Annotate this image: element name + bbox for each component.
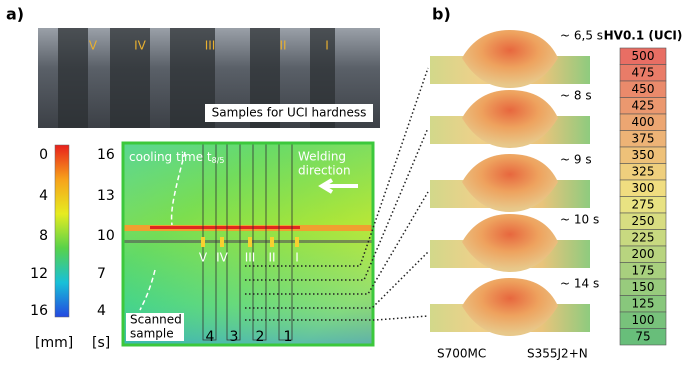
photo-numeral: II bbox=[279, 39, 286, 53]
material-label: S355J2+N bbox=[527, 347, 588, 361]
welding-label: Welding bbox=[298, 150, 346, 164]
sample-number: 3 bbox=[230, 329, 239, 345]
mm-tick: 0 bbox=[39, 147, 48, 163]
time-tick: 16 bbox=[97, 147, 115, 163]
cooling-time: ~ 8 s bbox=[560, 89, 592, 103]
scale-value: 475 bbox=[632, 65, 655, 79]
cooling-label-text: cooling time t bbox=[129, 150, 212, 164]
scale-title: HV0.1 (UCI) bbox=[604, 29, 682, 43]
scale-value: 175 bbox=[632, 263, 655, 277]
map-numeral: III bbox=[245, 251, 256, 265]
colorbar bbox=[55, 145, 69, 317]
map-numeral: I bbox=[295, 251, 299, 265]
scale-value: 450 bbox=[632, 82, 655, 96]
scale-value: 250 bbox=[632, 214, 655, 228]
sample-number: 1 bbox=[284, 329, 293, 345]
sample-marker bbox=[295, 237, 299, 247]
cooling-label: cooling time t8/5 bbox=[129, 150, 225, 165]
scale-value: 500 bbox=[632, 49, 655, 63]
welding-label: direction bbox=[298, 164, 351, 178]
cooling-time: ~ 14 s bbox=[560, 277, 599, 291]
cooling-time: ~ 10 s bbox=[560, 213, 599, 227]
scale-value: 425 bbox=[632, 98, 655, 112]
sample-marker bbox=[270, 237, 274, 247]
mm-tick: 8 bbox=[39, 228, 48, 244]
sample-marker bbox=[220, 237, 224, 247]
mm-tick: 4 bbox=[39, 188, 48, 204]
time-tick: 4 bbox=[97, 303, 106, 319]
cooling-time: ~ 9 s bbox=[560, 153, 592, 167]
sample-marker bbox=[248, 237, 252, 247]
time-tick: 13 bbox=[97, 188, 115, 204]
photo-numeral: V bbox=[89, 39, 98, 53]
panel-label: b) bbox=[432, 5, 451, 24]
map-numeral: V bbox=[199, 251, 208, 265]
panel-label: a) bbox=[6, 5, 24, 24]
scale-value: 375 bbox=[632, 131, 655, 145]
weld-line-hot bbox=[150, 226, 300, 229]
scanned-label: sample bbox=[130, 327, 174, 341]
scale-value: 125 bbox=[632, 296, 655, 310]
scale-value: 150 bbox=[632, 280, 655, 294]
mm-tick: 12 bbox=[30, 266, 48, 282]
figure: a) b) Samples for UCI hardness [mm] [s] … bbox=[0, 0, 682, 363]
scanned-label: Scanned bbox=[130, 313, 182, 327]
photo-numeral: IV bbox=[134, 39, 147, 53]
unit-label: [mm] bbox=[35, 335, 73, 351]
sample-marker bbox=[201, 237, 205, 247]
scale-value: 350 bbox=[632, 148, 655, 162]
material-label: S700MC bbox=[437, 347, 486, 361]
scale-value: 225 bbox=[632, 230, 655, 244]
map-numeral: II bbox=[268, 251, 275, 265]
scale-value: 275 bbox=[632, 197, 655, 211]
time-tick: 7 bbox=[97, 266, 106, 282]
photo-sample bbox=[58, 28, 88, 128]
scale-value: 325 bbox=[632, 164, 655, 178]
mm-tick: 16 bbox=[30, 303, 48, 319]
photo-numeral: III bbox=[205, 39, 216, 53]
photo-numeral: I bbox=[325, 39, 329, 53]
sample-number: 2 bbox=[256, 329, 265, 345]
unit-label: [s] bbox=[92, 335, 110, 351]
scale-value: 100 bbox=[632, 313, 655, 327]
cooling-time: ~ 6,5 s bbox=[560, 29, 603, 43]
scale-value: 75 bbox=[635, 329, 650, 343]
scale-value: 300 bbox=[632, 181, 655, 195]
sample-number: 4 bbox=[206, 329, 215, 345]
map-numeral: IV bbox=[216, 251, 229, 265]
scale-value: 400 bbox=[632, 115, 655, 129]
photo-caption: Samples for UCI hardness bbox=[212, 106, 367, 120]
scale-value: 200 bbox=[632, 247, 655, 261]
cooling-label-sub: 8/5 bbox=[212, 156, 225, 165]
time-tick: 10 bbox=[97, 228, 115, 244]
